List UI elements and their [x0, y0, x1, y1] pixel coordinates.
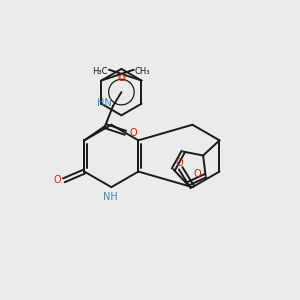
Text: O: O — [117, 74, 124, 83]
Text: HN: HN — [97, 98, 111, 108]
Text: NH: NH — [103, 192, 118, 202]
Text: O: O — [175, 158, 183, 169]
Text: H₃C: H₃C — [92, 67, 107, 76]
Text: O: O — [194, 169, 201, 179]
Text: CH₃: CH₃ — [134, 67, 150, 76]
Text: O: O — [129, 128, 137, 138]
Text: O: O — [119, 74, 126, 83]
Text: O: O — [53, 175, 61, 185]
